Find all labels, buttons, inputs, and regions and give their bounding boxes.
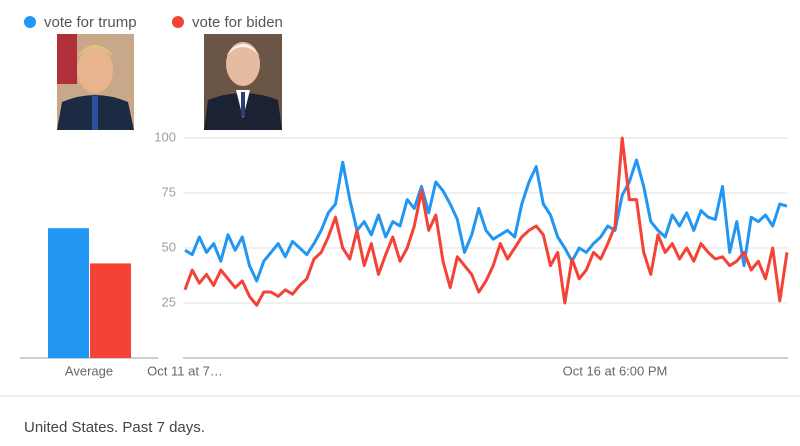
legend-marker xyxy=(24,16,36,28)
x-tick-label: Oct 11 at 7… xyxy=(147,363,223,378)
bar xyxy=(48,228,89,358)
biden-photo xyxy=(204,34,282,130)
x-tick-label: Oct 16 at 6:00 PM xyxy=(563,363,668,378)
y-tick-label: 100 xyxy=(154,129,176,144)
y-tick-label: 25 xyxy=(162,294,176,309)
footer-text: United States. Past 7 days. xyxy=(24,419,205,436)
legend-label: vote for biden xyxy=(192,14,283,31)
legend-label: vote for trump xyxy=(44,14,137,31)
series-line xyxy=(184,158,788,283)
trump-photo xyxy=(57,34,134,130)
y-tick-label: 50 xyxy=(162,239,176,254)
series-line xyxy=(183,136,789,307)
x-tick-label: Average xyxy=(65,363,113,378)
bar xyxy=(90,263,131,358)
legend-marker xyxy=(172,16,184,28)
y-tick-label: 75 xyxy=(162,184,176,199)
